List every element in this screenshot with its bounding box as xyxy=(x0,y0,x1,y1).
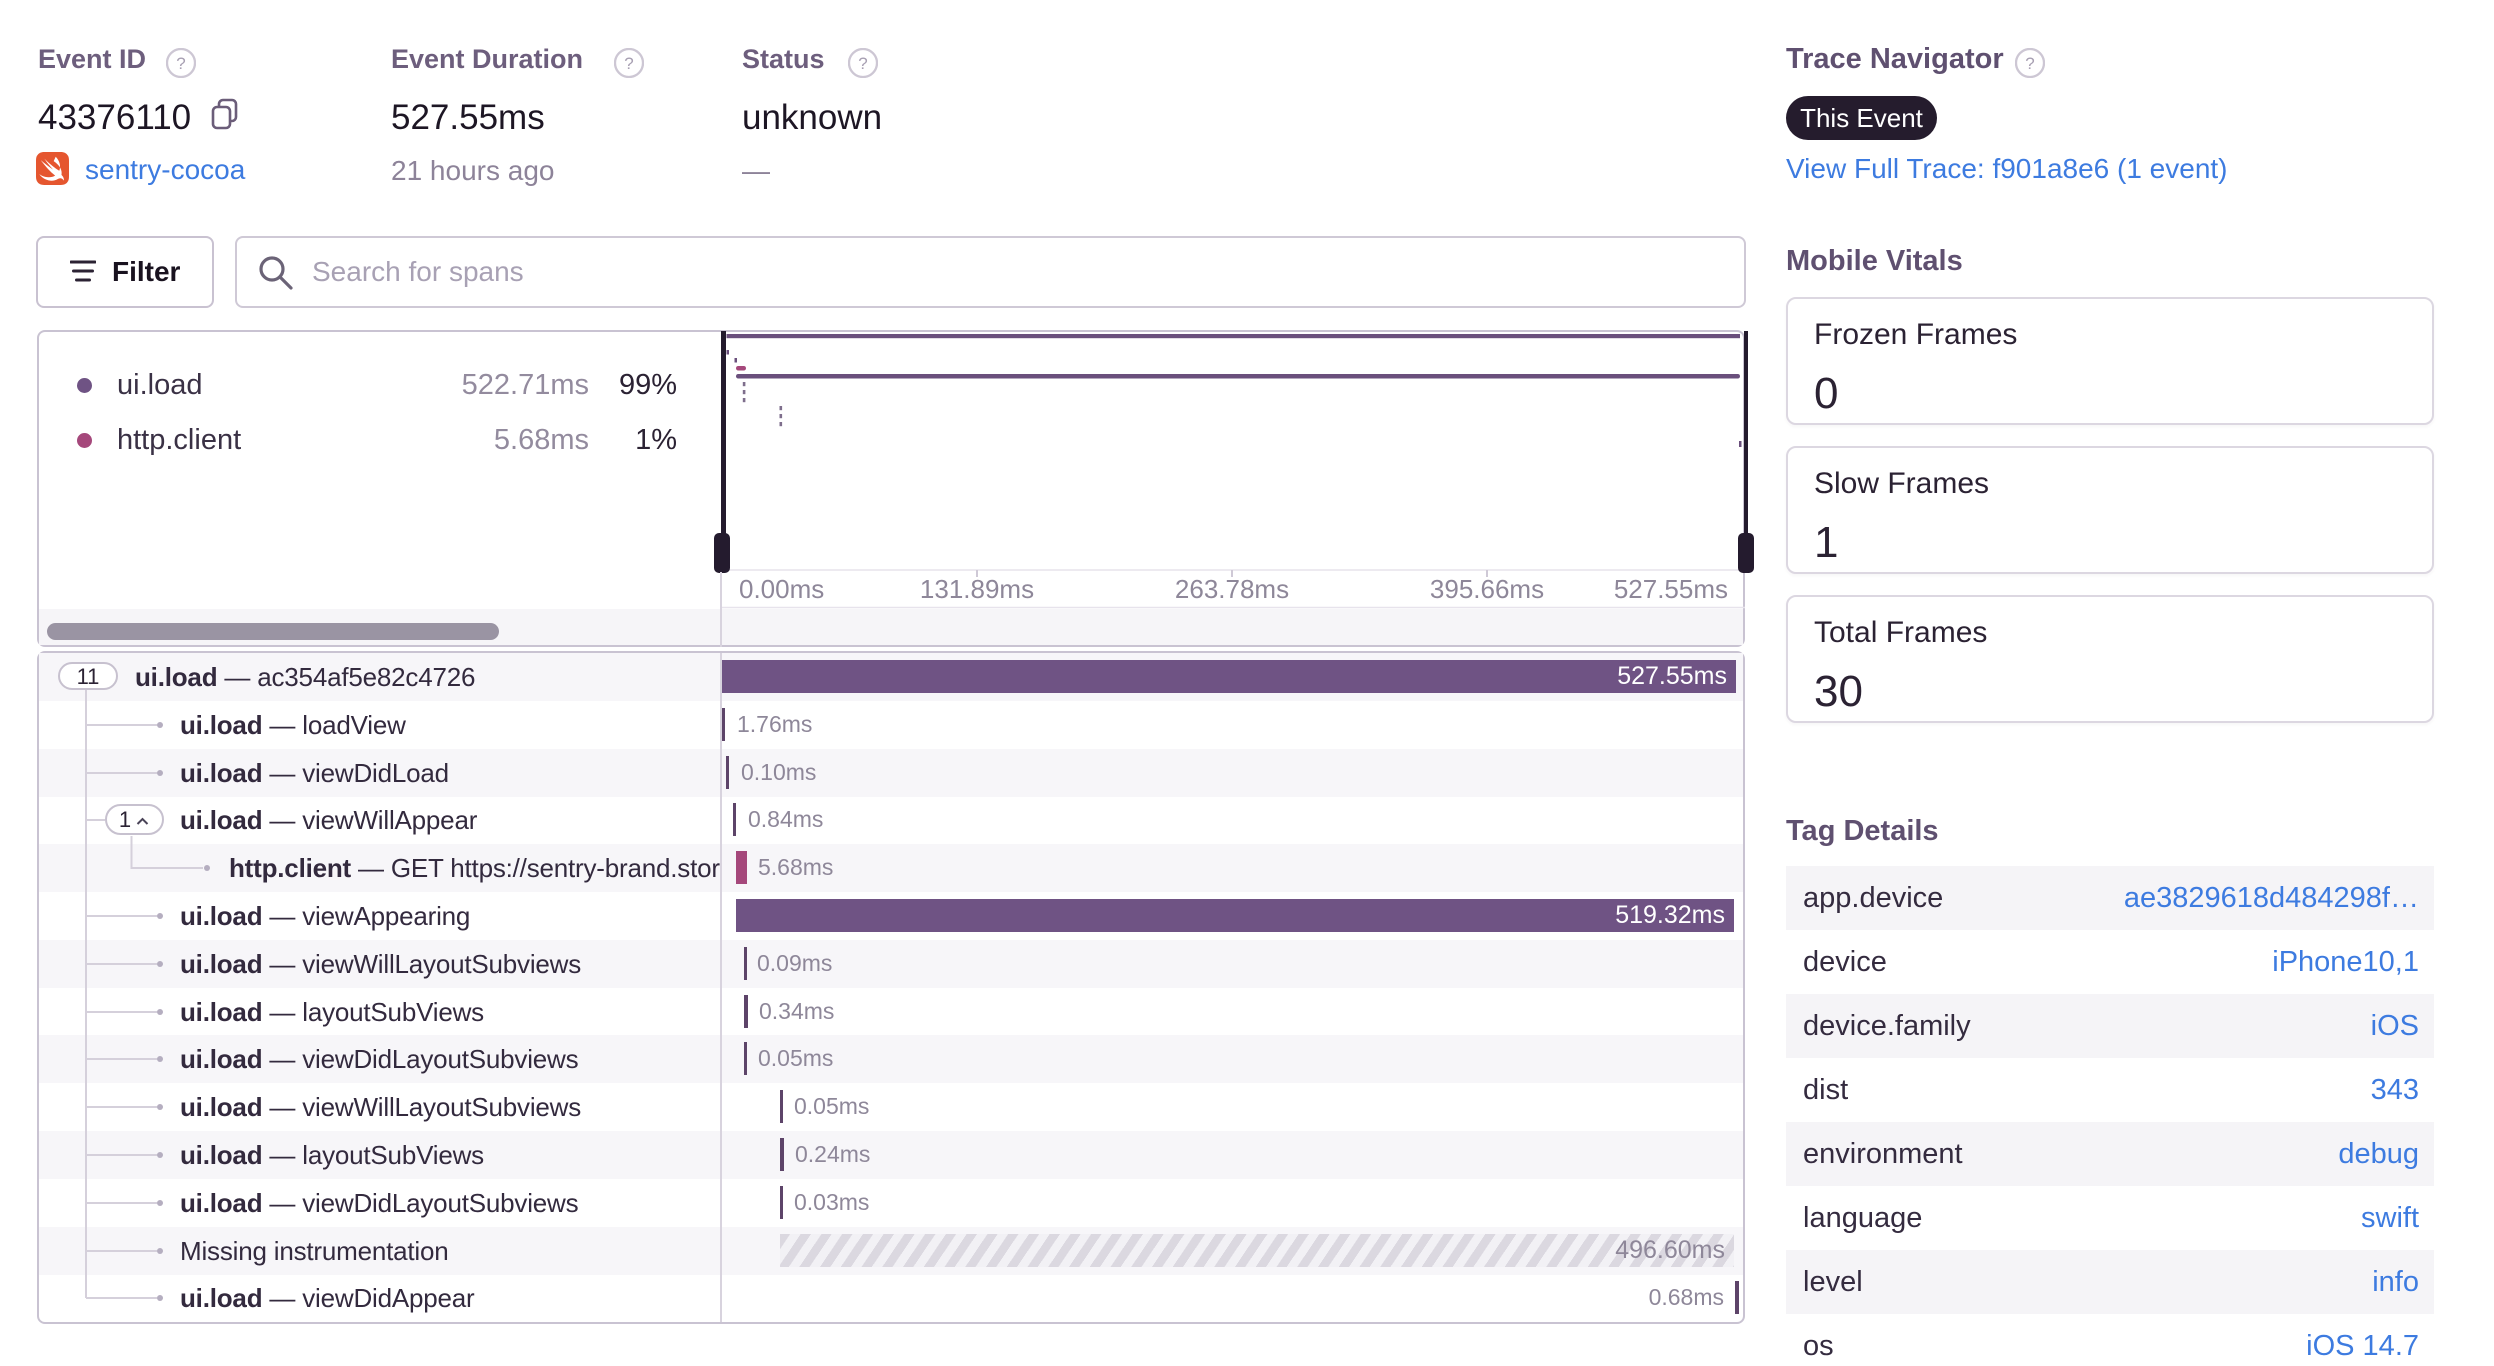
svg-text:?: ? xyxy=(2025,54,2034,73)
svg-text:?: ? xyxy=(624,54,633,73)
svg-text:?: ? xyxy=(176,54,185,73)
svg-text:?: ? xyxy=(858,54,867,73)
